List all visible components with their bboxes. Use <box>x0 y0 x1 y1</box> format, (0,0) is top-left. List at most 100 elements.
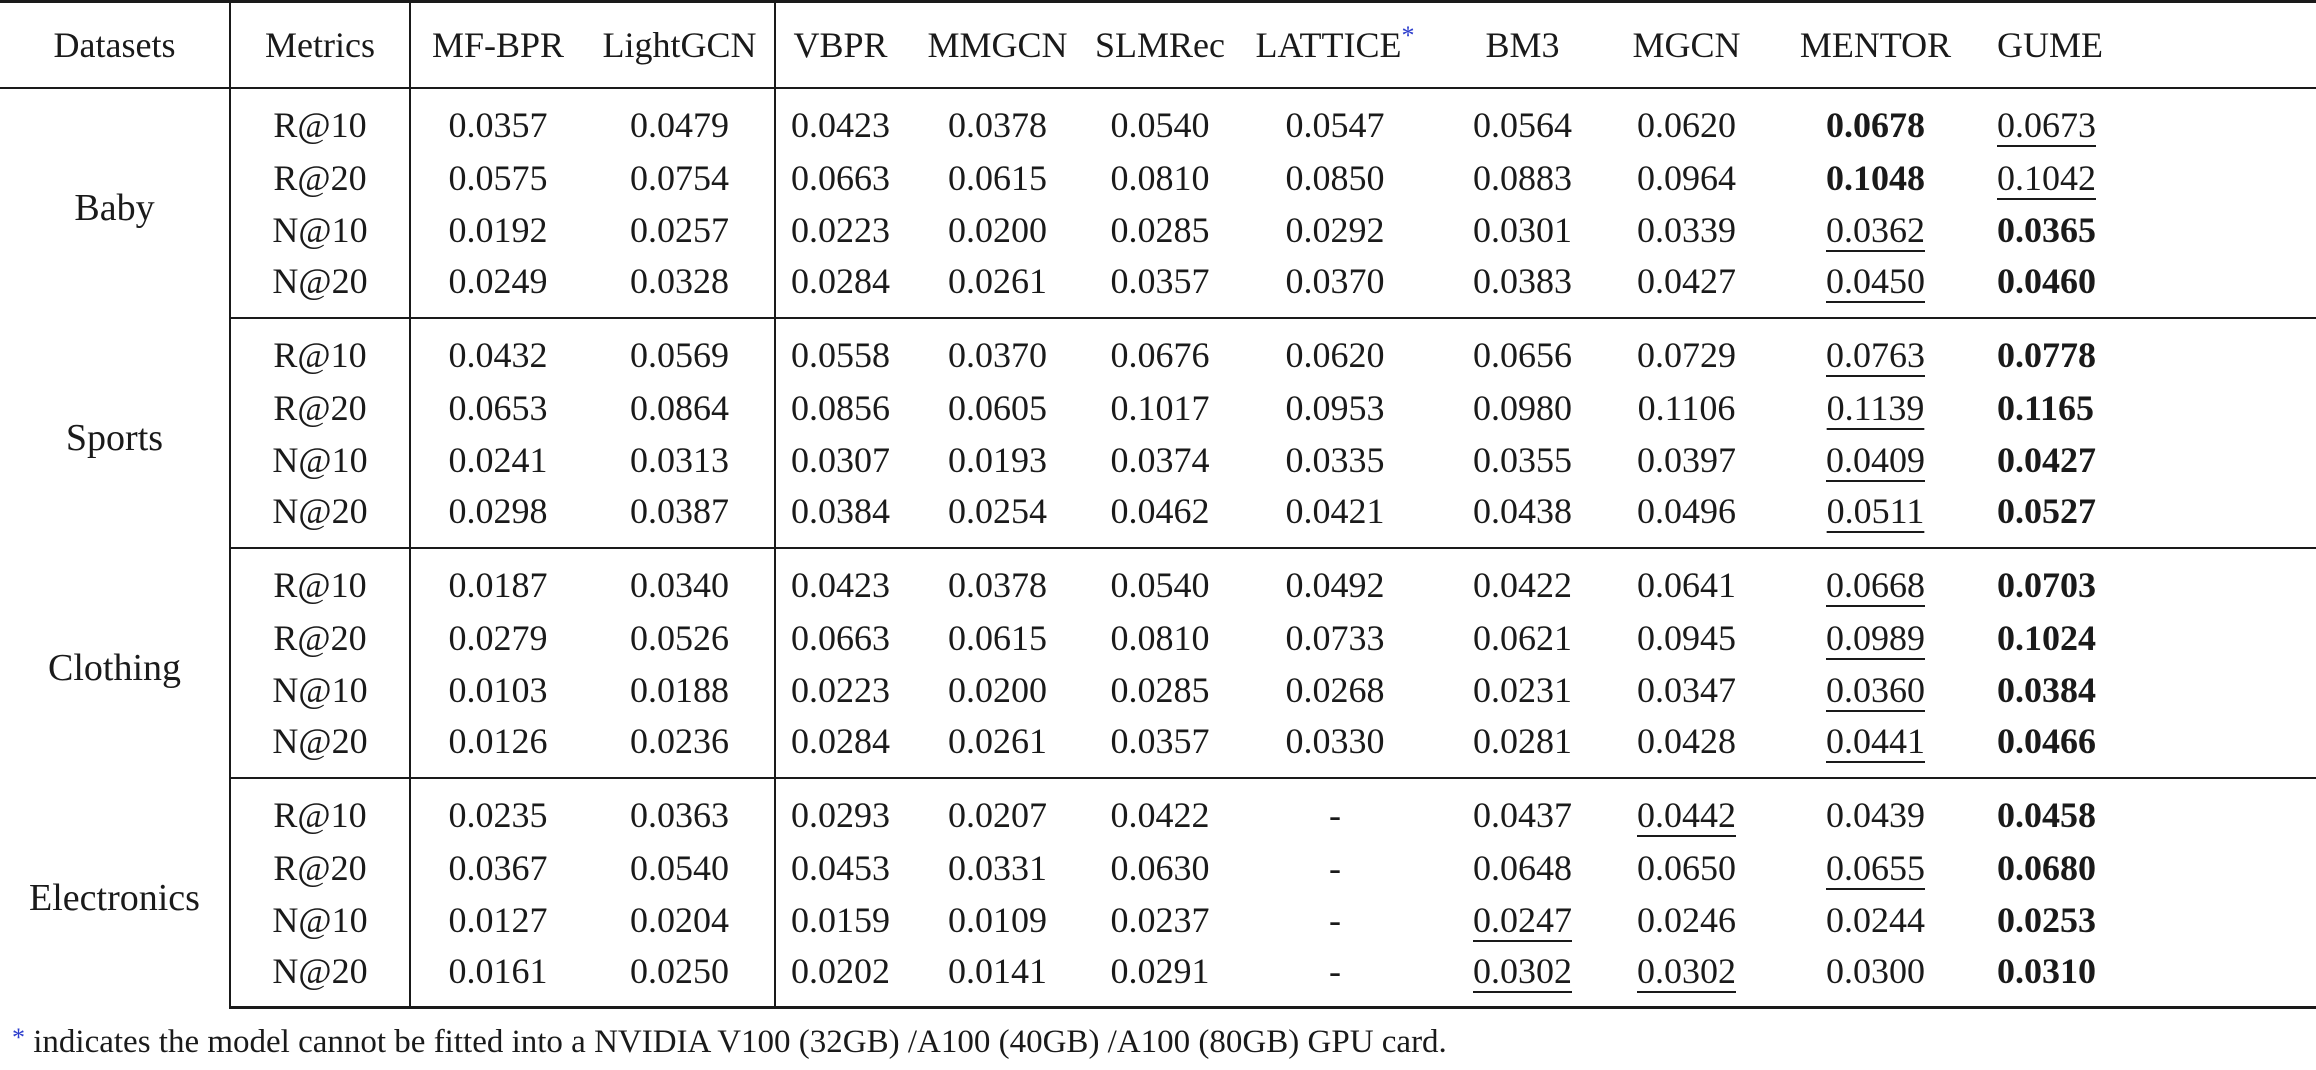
metric-value: 0.0370 <box>948 335 1047 375</box>
metric-value-cell: 0.0384 <box>775 485 905 549</box>
metric-value: 0.0207 <box>948 795 1047 835</box>
metric-value-cell: 0.0856 <box>775 382 905 434</box>
metric-value: 0.0236 <box>630 721 729 761</box>
metric-value: 0.0328 <box>630 261 729 301</box>
metric-value: 0.0496 <box>1637 491 1736 531</box>
metric-value-cell: 0.0526 <box>585 611 776 664</box>
metric-value-cell: 0.0621 <box>1440 612 1605 664</box>
metric-value: 0.0193 <box>948 439 1047 480</box>
metric-value: 0.0462 <box>1110 491 1210 531</box>
metric-value-cell: 0.0310 <box>1983 945 2316 1009</box>
dataset-name: Electronics <box>0 777 231 1008</box>
metric-value: 0.1017 <box>1110 387 1210 428</box>
metric-value-cell: 0.0989 <box>1768 612 1983 664</box>
metric-value-cell: 0.0540 <box>1090 548 1230 612</box>
dataset-name: Baby <box>0 87 231 318</box>
metric-value-cell: 0.0223 <box>775 204 905 256</box>
metric-value: 0.0188 <box>630 669 729 710</box>
metric-value: 0.0331 <box>948 847 1047 888</box>
metric-value: 0.0360 <box>1826 669 1925 710</box>
metric-value: 0.0127 <box>448 899 548 940</box>
column-header-slmrec: SLMRec <box>1090 0 1230 89</box>
metric-name: R@10 <box>230 87 411 152</box>
metric-value-cell: 0.0422 <box>1440 548 1605 612</box>
metric-value-cell: 0.0423 <box>775 88 905 152</box>
metric-value: 0.0235 <box>448 795 548 835</box>
table-row: Electronics R@10 0.0235 0.0363 0.0293 0.0207 0… <box>0 777 2316 1008</box>
metric-value: 0.0427 <box>1997 439 2096 480</box>
table-row: N@10 0.0103 0.0188 0.0223 0.0200 0.0285 0.0268… <box>0 663 2316 716</box>
metric-value: 0.0655 <box>1826 847 1925 888</box>
column-header-vbpr: VBPR <box>775 0 905 89</box>
metric-value: 0.0450 <box>1826 261 1925 301</box>
metric-value: 0.0279 <box>448 617 548 658</box>
metric-value: 0.0409 <box>1826 439 1925 480</box>
metric-value: 0.0569 <box>630 335 729 375</box>
metric-value-cell: 0.0615 <box>905 152 1090 204</box>
metric-value-cell: 0.0733 <box>1230 612 1440 664</box>
metric-value: 0.0365 <box>1997 209 2096 250</box>
metric-value: 0.0441 <box>1826 721 1925 761</box>
metric-value: 0.0357 <box>448 105 548 145</box>
metric-value-cell: 0.0479 <box>585 87 776 152</box>
metric-value: 0.0223 <box>791 669 890 710</box>
metric-value-cell: 0.0291 <box>1090 945 1230 1009</box>
metric-value-cell: 0.0441 <box>1768 715 1983 779</box>
metric-value: 0.0302 <box>1473 950 1572 991</box>
metric-value-cell: 0.0378 <box>905 88 1090 152</box>
metric-value-cell: 0.0428 <box>1605 715 1768 779</box>
metric-value-cell: 0.0330 <box>1230 715 1440 779</box>
metric-value-cell: 0.0126 <box>410 715 585 779</box>
metric-value-cell: 0.1042 <box>1983 152 2316 204</box>
metric-value-cell: 0.0540 <box>585 841 776 894</box>
metric-value-cell: - <box>1230 894 1440 946</box>
table-row: R@20 0.0575 0.0754 0.0663 0.0615 0.0810 0.0850… <box>0 151 2316 204</box>
metric-value-cell: 0.0492 <box>1230 548 1440 612</box>
metric-value-cell: 0.0367 <box>410 842 585 894</box>
metric-value-cell: 0.0648 <box>1440 842 1605 894</box>
table-row: N@10 0.0192 0.0257 0.0223 0.0200 0.0285 0.0292… <box>0 203 2316 256</box>
metric-value: 0.0856 <box>791 387 890 428</box>
metric-value: 0.0293 <box>791 795 890 835</box>
metric-name: R@10 <box>230 317 411 382</box>
metric-value-cell: 0.0246 <box>1605 894 1768 946</box>
metric-value: 0.0313 <box>630 439 729 480</box>
metric-value-cell: 0.0437 <box>1440 778 1605 842</box>
metric-value-cell: 0.0298 <box>410 485 585 549</box>
metric-value-cell: 0.1048 <box>1768 152 1983 204</box>
metric-value: 0.0261 <box>948 261 1047 301</box>
metric-value-cell: 0.0357 <box>1090 715 1230 779</box>
metric-value-cell: 0.0384 <box>1983 664 2316 716</box>
metric-value: 0.0564 <box>1473 105 1572 145</box>
metric-value-cell: 0.0313 <box>585 433 776 486</box>
metric-value-cell: 0.0427 <box>1983 434 2316 486</box>
metric-value: 0.0575 <box>448 157 548 198</box>
metric-value-cell: 0.0680 <box>1983 842 2316 894</box>
metric-value: 0.0370 <box>1285 261 1385 301</box>
metric-value: 0.1139 <box>1826 387 1925 428</box>
metric-value: 0.0680 <box>1997 847 2096 888</box>
metric-value-cell: 0.0496 <box>1605 485 1768 549</box>
metric-value-cell: 0.0268 <box>1230 664 1440 716</box>
metric-name: N@10 <box>230 433 411 486</box>
table-row: N@10 0.0127 0.0204 0.0159 0.0109 0.0237 - 0.024… <box>0 893 2316 946</box>
metric-value: 0.1042 <box>1997 157 2096 198</box>
metric-value-cell: 0.0883 <box>1440 152 1605 204</box>
metric-value: 0.0466 <box>1997 721 2096 761</box>
metric-value-cell: 0.0159 <box>775 894 905 946</box>
metric-name: R@20 <box>230 151 411 204</box>
metric-value: 0.0300 <box>1826 950 1925 991</box>
metric-value-cell: 0.1139 <box>1768 382 1983 434</box>
metric-value-cell: 0.0193 <box>905 434 1090 486</box>
metric-value-cell: 0.0656 <box>1440 318 1605 382</box>
metric-value-cell: 0.0527 <box>1983 485 2316 549</box>
metric-value: 0.0362 <box>1826 209 1925 250</box>
metric-value: 0.0428 <box>1637 721 1736 761</box>
metric-value: 0.0384 <box>1997 669 2096 710</box>
metric-value-cell: 0.0202 <box>775 945 905 1009</box>
table-row: N@20 0.0126 0.0236 0.0284 0.0261 0.0357 0.0330… <box>0 715 2316 779</box>
metric-value-cell: 0.0231 <box>1440 664 1605 716</box>
metric-value-cell: 0.0192 <box>410 204 585 256</box>
metric-value-cell: 0.0458 <box>1983 778 2316 842</box>
metric-value-cell: 0.0360 <box>1768 664 1983 716</box>
